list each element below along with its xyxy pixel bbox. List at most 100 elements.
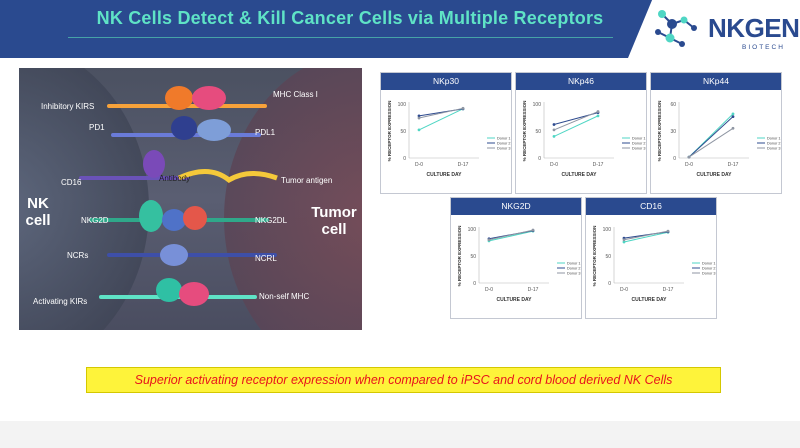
title-underline xyxy=(68,37,613,38)
legend-label: Donor 3 xyxy=(702,272,716,276)
y-tick-label: 50 xyxy=(605,254,611,260)
y-tick-label: 0 xyxy=(673,156,676,162)
x-axis-label: CULTURE DAY xyxy=(631,297,667,303)
data-point xyxy=(487,238,491,242)
x-tick-label: D-0 xyxy=(485,287,493,293)
label-tumor-antigen: Tumor antigen xyxy=(281,176,333,185)
x-tick-label: D-0 xyxy=(415,162,423,168)
y-tick-label: 50 xyxy=(470,254,476,260)
y-axis-label: % RECEPTOR EXPRESSION xyxy=(657,101,662,162)
legend-label: Donor 3 xyxy=(497,147,511,151)
data-point xyxy=(622,238,626,242)
legend-label: Donor 2 xyxy=(767,142,781,146)
label-nkg2d: NKG2D xyxy=(81,216,109,225)
x-tick-label: D-17 xyxy=(663,287,674,293)
label-nkg2dl: NKG2DL xyxy=(255,216,288,225)
legend-label: Donor 1 xyxy=(632,137,646,141)
label-antibody: Antibody xyxy=(159,174,191,183)
y-tick-label: 100 xyxy=(603,227,612,233)
chart-panel-nkp44: NKp44 0 30 60 D-0 D-17 CULTURE DAY % RECEPTOR … xyxy=(650,72,782,194)
data-point xyxy=(417,116,421,120)
legend-label: Donor 1 xyxy=(567,262,581,266)
chart-panel-nkp46: NKp46 0 50 100 D-0 D-17 CULTURE DAY % RECEPTOR… xyxy=(515,72,647,194)
x-tick-label: D-0 xyxy=(620,287,628,293)
y-tick-label: 100 xyxy=(533,102,542,108)
label-pdl1: PDL1 xyxy=(255,128,276,137)
data-point xyxy=(552,135,556,138)
x-tick-label: D-17 xyxy=(528,287,539,293)
y-tick-label: 0 xyxy=(608,281,611,287)
y-tick-label: 50 xyxy=(535,129,541,135)
logo-nk: NK xyxy=(708,13,745,43)
series-line xyxy=(553,111,599,131)
series-line xyxy=(553,115,599,137)
legend-label: Donor 3 xyxy=(567,272,581,276)
data-point xyxy=(666,229,670,233)
legend-label: Donor 1 xyxy=(497,137,511,141)
bottom-band xyxy=(0,421,800,448)
series-line xyxy=(688,116,734,158)
footer-highlight-box: Superior activating receptor expression … xyxy=(86,367,721,393)
legend-label: Donor 2 xyxy=(497,142,511,146)
label-mhc-class-1: MHC Class I xyxy=(273,90,318,99)
data-point xyxy=(531,228,535,232)
x-axis-label: CULTURE DAY xyxy=(426,172,462,178)
footer-text: Superior activating receptor expression … xyxy=(134,373,673,387)
chart-nkg2d: 0 50 100 D-0 D-17 CULTURE DAY % RECEPTOR EXPRE… xyxy=(457,226,581,303)
page-title: NK Cells Detect & Kill Cancer Cells via … xyxy=(96,8,604,28)
x-tick-label: D-17 xyxy=(458,162,469,168)
label-ncrs: NCRs xyxy=(67,251,89,260)
y-axis-label: % RECEPTOR EXPRESSION xyxy=(592,226,597,287)
x-axis-label: CULTURE DAY xyxy=(496,297,532,303)
legend-label: Donor 1 xyxy=(702,262,716,266)
data-point xyxy=(622,240,626,244)
x-tick-label: D-0 xyxy=(685,162,693,168)
chart-title-nkp46: NKp46 xyxy=(516,73,646,90)
label-activating-kirs: Activating KIRs xyxy=(33,297,88,306)
y-axis-label: % RECEPTOR EXPRESSION xyxy=(387,101,392,162)
molecule-icon xyxy=(655,10,697,47)
logo-background xyxy=(628,0,800,58)
label-non-self-mhc: Non-self MHC xyxy=(259,292,310,301)
label-cd16: CD16 xyxy=(61,178,82,187)
label-pd1: PD1 xyxy=(89,123,105,132)
data-point xyxy=(731,115,735,118)
y-tick-label: 100 xyxy=(398,102,407,108)
chart-panel-nkp30: NKp30 0 50 100 D-0 D-17 CULTURE DAY % RECEPTOR… xyxy=(380,72,512,194)
series-line xyxy=(688,127,734,158)
y-tick-label: 0 xyxy=(538,156,541,162)
receptor-illustration xyxy=(19,68,362,330)
legend-label: Donor 2 xyxy=(702,267,716,271)
chart-title-cd16: CD16 xyxy=(586,198,716,215)
chart-nkp46: 0 50 100 D-0 D-17 CULTURE DAY % RECEPTOR EXPRE… xyxy=(522,101,646,178)
data-point xyxy=(461,106,465,110)
chart-title-nkg2d: NKG2D xyxy=(451,198,581,215)
legend-label: Donor 3 xyxy=(767,147,781,151)
receptor-diagram: Inhibitory KIRS PD1 CD16 NKG2D NCRs Acti… xyxy=(19,68,362,330)
data-point xyxy=(417,128,421,132)
series-line xyxy=(488,230,534,242)
series-line xyxy=(623,230,669,241)
chart-title-nkp44: NKp44 xyxy=(651,73,781,90)
series-line xyxy=(418,108,464,131)
y-tick-label: 30 xyxy=(670,129,676,135)
data-point xyxy=(731,126,735,130)
x-axis-label: CULTURE DAY xyxy=(561,172,597,178)
y-axis-label: % RECEPTOR EXPRESSION xyxy=(522,101,527,162)
legend-label: Donor 2 xyxy=(632,142,646,146)
x-tick-label: D-17 xyxy=(593,162,604,168)
chart-nkp44: 0 30 60 D-0 D-17 CULTURE DAY % RECEPTOR EXPRES… xyxy=(657,101,781,178)
data-point xyxy=(552,123,556,126)
legend-label: Donor 3 xyxy=(632,147,646,151)
series-line xyxy=(488,229,534,241)
header-banner: NK Cells Detect & Kill Cancer Cells via … xyxy=(0,0,800,58)
data-point xyxy=(596,110,600,113)
data-point xyxy=(731,112,735,116)
chart-panel-cd16: CD16 0 50 100 D-0 D-17 CULTURE DAY % RECEPTOR … xyxy=(585,197,717,319)
y-tick-label: 100 xyxy=(468,227,477,233)
x-tick-label: D-0 xyxy=(550,162,558,168)
logo-gen: GEN xyxy=(744,13,800,43)
data-point xyxy=(417,114,421,118)
chart-nkp30: 0 50 100 D-0 D-17 CULTURE DAY % RECEPTOR EXPRE… xyxy=(387,101,511,178)
y-tick-label: 0 xyxy=(403,156,406,162)
